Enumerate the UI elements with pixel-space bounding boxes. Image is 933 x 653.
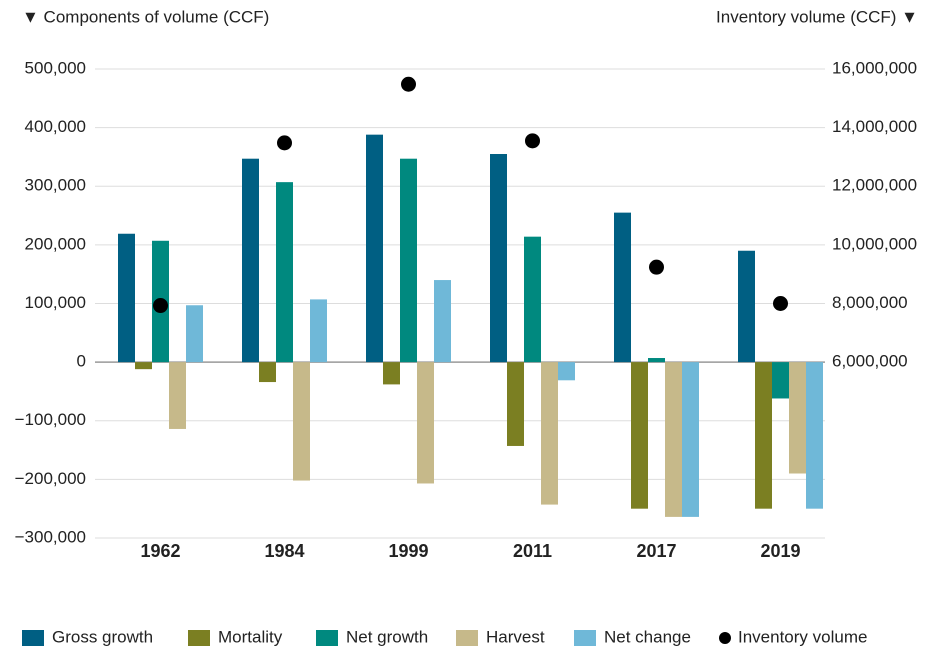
bar <box>490 154 507 363</box>
bar <box>169 362 186 429</box>
bar <box>310 299 327 363</box>
bar <box>738 250 755 363</box>
legend-label: Inventory volume <box>738 627 867 646</box>
y-axis-label: ▼ Components of volume (CCF) <box>22 7 269 26</box>
bar <box>366 134 383 363</box>
inventory-dot <box>649 259 664 275</box>
y-tick-label: 0 <box>77 352 86 371</box>
bar <box>631 362 648 509</box>
bar <box>242 158 259 363</box>
y-tick-label: 300,000 <box>25 176 86 195</box>
x-tick-label: 1999 <box>388 541 428 561</box>
legend-label: Net change <box>604 627 691 646</box>
legend-swatch <box>188 630 210 646</box>
x-tick-label: 2019 <box>760 541 800 561</box>
y2-tick-label: 14,000,000 <box>832 117 917 136</box>
legend-swatch <box>22 630 44 646</box>
y-tick-label: −300,000 <box>15 527 86 546</box>
y-tick-label: 500,000 <box>25 58 86 77</box>
y2-tick-label: 16,000,000 <box>832 58 917 77</box>
bar <box>259 362 276 383</box>
legend-label: Gross growth <box>52 627 153 646</box>
y-tick-label: 400,000 <box>25 117 86 136</box>
bar <box>558 362 575 381</box>
bar <box>806 362 823 509</box>
x-tick-label: 1984 <box>264 541 304 561</box>
bar <box>417 362 434 484</box>
bar <box>524 236 541 363</box>
bar <box>648 358 665 363</box>
x-tick-label: 2011 <box>513 541 552 561</box>
x-tick-label: 1962 <box>140 541 180 561</box>
legend-swatch <box>316 630 338 646</box>
bar <box>789 362 806 474</box>
bar <box>434 280 451 363</box>
bar <box>541 362 558 505</box>
legend-swatch <box>719 632 731 644</box>
legend-label: Harvest <box>486 627 545 646</box>
bar <box>772 362 789 399</box>
y-tick-label: −200,000 <box>15 469 86 488</box>
y-tick-label: 100,000 <box>25 293 86 312</box>
legend-swatch <box>456 630 478 646</box>
y2-axis-label: Inventory volume (CCF) ▼ <box>716 7 918 26</box>
legend-swatch <box>574 630 596 646</box>
bar <box>682 362 699 517</box>
y-tick-label: −100,000 <box>15 410 86 429</box>
y-tick-label: 200,000 <box>25 234 86 253</box>
bar <box>400 158 417 363</box>
bar <box>507 362 524 446</box>
x-tick-label: 2017 <box>636 541 676 561</box>
y2-tick-label: 6,000,000 <box>832 352 908 371</box>
bar <box>118 233 135 363</box>
inventory-dot <box>773 296 788 311</box>
legend-label: Net growth <box>346 627 428 646</box>
y2-tick-label: 12,000,000 <box>832 176 917 195</box>
bar <box>614 212 631 363</box>
bar <box>135 362 152 370</box>
inventory-dot <box>277 135 292 151</box>
bar <box>665 362 682 517</box>
y2-tick-label: 10,000,000 <box>832 234 917 253</box>
bar <box>276 182 293 363</box>
legend-label: Mortality <box>218 627 283 646</box>
bar <box>755 362 772 509</box>
bar <box>293 362 310 481</box>
y2-tick-label: 8,000,000 <box>832 293 908 312</box>
bar <box>383 362 400 385</box>
inventory-dot <box>153 298 168 314</box>
bar <box>186 305 203 363</box>
inventory-dot <box>401 76 416 92</box>
inventory-dot <box>525 133 540 149</box>
